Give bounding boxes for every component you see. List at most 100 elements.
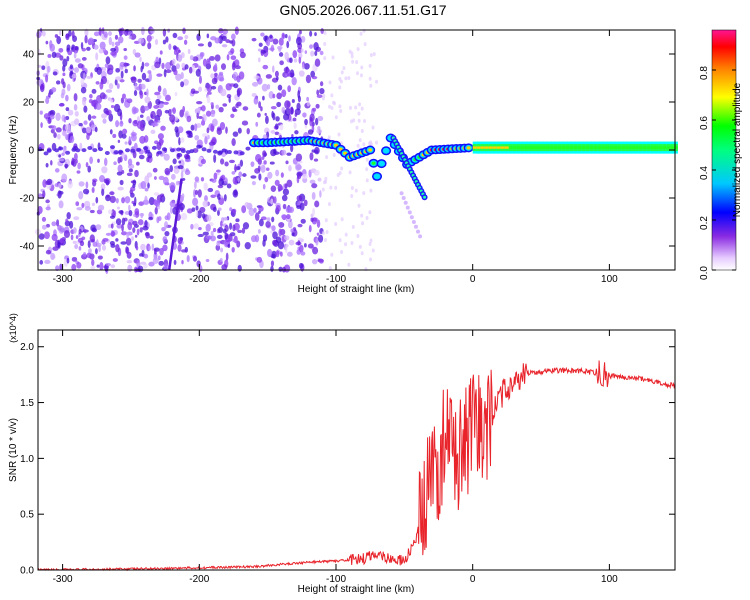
noise-blob [356,234,360,239]
noise-blob [219,121,226,131]
noise-blob [117,139,121,143]
noise-blob [82,98,87,106]
noise-blob [84,206,91,211]
noise-blob [258,101,262,109]
noise-blob [96,66,102,75]
noise-blob [236,101,242,107]
noise-blob [100,183,106,191]
noise-blob [221,35,227,42]
noise-blob [176,152,183,158]
noise-blob [216,172,220,176]
noise-blob [299,30,302,35]
noise-blob [360,129,364,134]
noise-blob [45,74,49,83]
noise-blob [133,89,138,97]
noise-blob [210,230,214,236]
noise-blob [137,37,145,44]
noise-blob [66,44,71,51]
noise-blob [151,122,158,127]
noise-blob [279,60,284,66]
noise-blob [221,44,228,48]
noise-blob [83,252,87,257]
noise-blob [143,105,150,111]
ridge-core [333,143,338,147]
noise-blob [37,206,43,215]
noise-blob [213,154,217,163]
noise-blob [91,186,95,193]
low-freq-band [245,146,251,151]
noise-blob [313,42,319,51]
noise-blob [49,114,55,120]
noise-blob [232,238,236,243]
noise-blob [157,85,162,93]
noise-blob [355,125,359,130]
low-freq-band [46,148,52,153]
noise-blob [62,58,68,67]
noise-blob [231,39,236,47]
noise-blob [71,30,75,39]
noise-blob [162,244,168,252]
noise-blob [169,200,176,208]
noise-blob [228,96,231,103]
noise-blob [225,39,231,44]
noise-blob [279,124,284,131]
noise-blob [323,238,327,243]
noise-blob [253,96,259,105]
noise-blob [177,165,184,170]
ridge-band-core [617,146,625,149]
noise-blob [304,118,308,126]
noise-blob [40,122,43,129]
noise-blob [128,117,132,124]
noise-blob [297,173,302,180]
colorbar-tick-label: 0.6 [699,116,710,130]
noise-blob [153,192,160,196]
noise-blob [374,79,378,84]
noise-blob [224,161,229,167]
noise-blob [139,56,142,62]
snr-y-multiplier: (x10^4) [8,313,18,343]
noise-blob [74,46,79,51]
noise-blob [284,100,291,109]
noise-blob [252,81,259,87]
noise-blob [216,234,223,240]
noise-blob [102,47,107,54]
noise-blob [45,40,49,45]
noise-blob [317,177,322,182]
ridge-band-core [520,146,528,149]
noise-blob [55,112,61,121]
colorbar-axes: 0.0 0.2 0.4 0.6 0.8 [699,29,737,280]
noise-blob [147,70,152,74]
noise-blob [79,240,85,247]
noise-blob [257,77,263,85]
noise-blob [45,206,51,211]
noise-blob [230,33,236,40]
noise-blob [206,214,212,222]
noise-blob [350,240,354,245]
noise-blob [90,99,97,107]
ridge-band-core [646,146,654,149]
noise-blob [237,229,243,234]
low-freq-band [221,148,227,153]
noise-blob [251,92,257,98]
noise-blob [174,92,178,97]
noise-blob [210,110,216,118]
low-freq-band [176,147,182,152]
noise-blob [265,74,272,79]
noise-blob [193,223,199,230]
ridge-band-core [496,146,504,149]
noise-blob [309,44,313,49]
ridge-band-core [670,146,678,149]
ridge-tail [411,220,416,224]
noise-blob [123,55,128,60]
noise-blob [270,198,274,205]
noise-blob [140,261,147,265]
noise-blob [236,87,243,96]
noise-blob [136,120,144,130]
noise-blob [239,51,246,59]
noise-blob [220,195,224,199]
noise-blob [271,216,275,223]
noise-blob [267,83,271,90]
noise-blob [152,167,158,173]
noise-blob [225,83,232,91]
